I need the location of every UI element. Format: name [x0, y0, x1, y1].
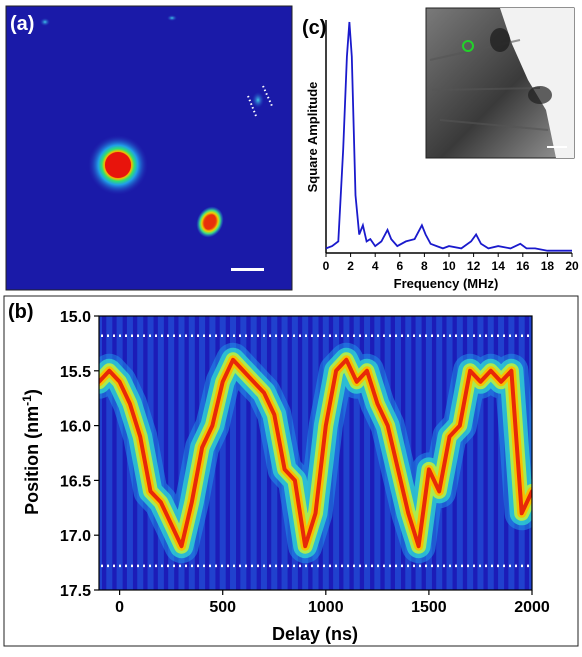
corner-spot: [40, 18, 50, 26]
b-x-ticks: 0 500 1000 1500 2000: [115, 590, 550, 616]
panel-c-plot: 0 2 4 6 8 10 12 14 16 18 20 Frequency (MHz) Square…: [305, 20, 579, 291]
b-streak: [99, 316, 102, 590]
micrograph-inset: [425, 7, 575, 159]
b-trace-band: [99, 357, 532, 549]
inset-marker-circle: [462, 40, 474, 52]
panel-b-label: (b): [8, 301, 34, 323]
panel-b: (b) 0 500 1000 1500 2000 15.0 15.5 16.0 16.5 17.…: [3, 295, 579, 647]
b-trace: [99, 342, 532, 564]
c-x-tick-label: 12: [467, 259, 481, 273]
c-x-tick-label: 8: [421, 259, 428, 273]
b-streak: [415, 316, 422, 590]
central-beam-core: [105, 152, 131, 178]
c-x-ticks: 0 2 4 6 8 10 12 14 16 18 20: [323, 253, 579, 273]
b-x-tick-label: 1500: [411, 599, 447, 616]
scale-bar-a: [231, 268, 264, 271]
b-y-tick-label: 17.5: [60, 583, 91, 600]
c-x-tick-label: 4: [372, 259, 379, 273]
b-streak: [106, 316, 113, 590]
b-y-tick-label: 15.0: [60, 309, 91, 326]
b-y-label-close: ): [22, 389, 42, 395]
c-x-tick-label: 20: [565, 259, 579, 273]
b-streak: [157, 316, 164, 590]
c-x-tick-label: 0: [323, 259, 330, 273]
b-y-label-sup: -1: [20, 395, 34, 406]
b-heatmap-content: [99, 316, 532, 590]
b-streak: [116, 316, 123, 590]
c-x-tick-label: 6: [396, 259, 403, 273]
b-streak: [178, 316, 185, 590]
micrograph-vacuum-region: [500, 8, 574, 158]
b-y-tick-label: 17.0: [60, 528, 91, 545]
b-x-tick-label: 0: [115, 599, 124, 616]
b-streak: [230, 316, 237, 590]
b-y-tick-label: 16.5: [60, 473, 91, 490]
b-streak: [487, 316, 494, 590]
top-spot: [167, 15, 177, 21]
c-y-label: Square Amplitude: [305, 82, 320, 193]
b-axes-frame: [98, 315, 533, 591]
c-x-label: Frequency (MHz): [394, 276, 499, 291]
b-streak: [302, 316, 309, 590]
c-x-tick-label: 18: [541, 259, 555, 273]
c-x-tick-label: 14: [492, 259, 506, 273]
b-x-label: Delay (ns): [272, 624, 358, 644]
b-x-tick-label: 500: [209, 599, 236, 616]
panel-a-label: (a): [10, 13, 34, 35]
panel-c-label: (c): [302, 17, 326, 39]
c-spectrum-line: [325, 21, 572, 252]
b-y-label: Position (nm-1): [20, 389, 42, 515]
b-streak: [250, 316, 257, 590]
b-x-tick-label: 2000: [514, 599, 550, 616]
b-streak: [219, 316, 226, 590]
b-x-tick-label: 1000: [308, 599, 344, 616]
small-diffraction-spot: [252, 92, 264, 108]
b-streak: [240, 316, 247, 590]
c-x-tick-label: 10: [442, 259, 456, 273]
b-streak: [353, 316, 360, 590]
micrograph-dark-feature-2: [528, 86, 552, 104]
panel-c: (c) 0 2 4 6 8 10 12 14 16 18 20 Frequency (MHz) Sq…: [302, 7, 579, 291]
b-streak: [364, 316, 371, 590]
b-streak: [168, 316, 175, 590]
panel-b-frame: [3, 295, 579, 647]
micrograph-dark-feature: [490, 28, 510, 52]
b-y-ticks: 15.0 15.5 16.0 16.5 17.0 17.5: [60, 309, 99, 600]
b-streak: [467, 316, 474, 590]
c-x-tick-label: 2: [347, 259, 354, 273]
inset-scale-bar: [547, 146, 567, 148]
c-x-tick-label: 16: [516, 259, 530, 273]
panel-a: (a): [5, 5, 293, 291]
b-y-label-main: Position (nm: [22, 406, 42, 515]
b-streak: [260, 316, 267, 590]
b-y-tick-label: 15.5: [60, 364, 91, 381]
panel-a-frame: [5, 5, 293, 291]
panel-a-background: [6, 6, 292, 290]
b-y-tick-label: 16.0: [60, 419, 91, 436]
b-streak: [343, 316, 350, 590]
b-streak: [477, 316, 484, 590]
diffraction-spot-core: [204, 214, 216, 230]
